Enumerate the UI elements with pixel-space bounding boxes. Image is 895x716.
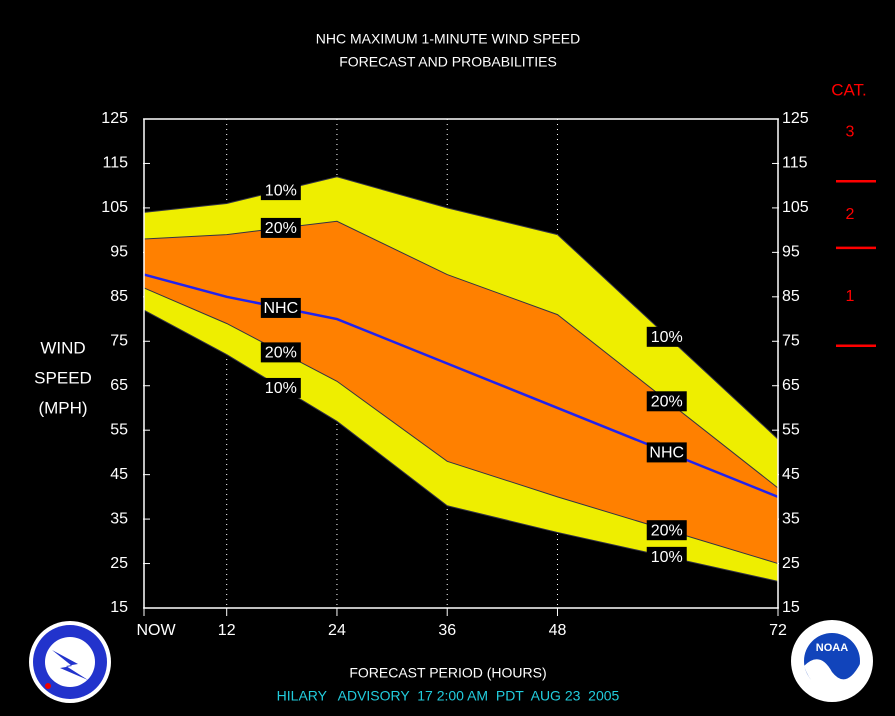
x-tick-label: 24 xyxy=(328,622,346,639)
y2-tick-label: 125 xyxy=(782,110,809,127)
series-line xyxy=(143,309,779,582)
y2-tick-label: 115 xyxy=(782,155,808,172)
series-label: 10% xyxy=(651,549,683,566)
series-label-box xyxy=(260,377,301,398)
series-label-box xyxy=(260,342,301,363)
series-label-box xyxy=(260,180,301,201)
y-tick-label: 15 xyxy=(110,599,128,616)
series-label-box xyxy=(646,326,687,347)
footer: HILARY ADVISORY 17 2:00 AM PDT AUG 23 20… xyxy=(277,688,620,704)
y-tick-label: 85 xyxy=(110,288,128,305)
y-tick-label: 45 xyxy=(110,466,128,483)
chart-title: FORECAST AND PROBABILITIES xyxy=(339,54,557,70)
x-tick-label: 12 xyxy=(218,622,236,639)
svg-text:NOAA: NOAA xyxy=(816,642,848,654)
y-axis-label: (MPH) xyxy=(38,398,87,417)
category-label: 1 xyxy=(846,288,855,305)
y-tick-label: 55 xyxy=(110,421,128,438)
y-tick-label: 65 xyxy=(110,377,128,394)
series-line xyxy=(143,176,779,440)
nws-logo xyxy=(29,621,111,703)
y-axis-label: WIND xyxy=(40,338,85,357)
y2-tick-label: 85 xyxy=(782,288,800,305)
y2-tick-label: 55 xyxy=(782,421,800,438)
y-tick-label: 35 xyxy=(110,510,128,527)
series-label-box xyxy=(260,297,301,318)
chart-title: NHC MAXIMUM 1-MINUTE WIND SPEED xyxy=(316,31,580,47)
series-label: 20% xyxy=(265,345,297,362)
noaa-logo: NOAA xyxy=(791,620,873,702)
plot-border xyxy=(143,118,779,609)
category-label: 2 xyxy=(846,206,855,223)
y2-tick-label: 25 xyxy=(782,555,800,572)
y2-tick-label: 65 xyxy=(782,377,800,394)
y2-tick-label: 105 xyxy=(782,199,809,216)
y-tick-label: 125 xyxy=(101,110,128,127)
y-axis-label: SPEED xyxy=(34,368,92,387)
series-line xyxy=(143,287,779,565)
category-title: CAT. xyxy=(831,80,867,99)
series-label-box xyxy=(646,520,687,541)
series-line xyxy=(143,273,779,499)
y2-tick-label: 15 xyxy=(782,599,800,616)
x-tick-label: 36 xyxy=(438,622,456,639)
y-tick-label: 75 xyxy=(110,332,128,349)
series-line xyxy=(143,220,779,489)
series-label: 10% xyxy=(265,380,297,397)
x-axis-label: FORECAST PERIOD (HOURS) xyxy=(349,665,546,681)
series-label-box xyxy=(646,391,687,412)
series-label: 20% xyxy=(265,220,297,237)
series-label: NHC xyxy=(263,300,298,317)
series-label: NHC xyxy=(649,445,684,462)
band-fill xyxy=(144,221,778,564)
x-tick-label: 48 xyxy=(549,622,567,639)
x-tick-label: NOW xyxy=(136,622,176,639)
category-label: 3 xyxy=(846,124,855,141)
series-label: 10% xyxy=(651,329,683,346)
y-tick-label: 25 xyxy=(110,555,128,572)
x-tick-label: 72 xyxy=(769,622,787,639)
series-label-box xyxy=(260,217,301,238)
series-label-box xyxy=(646,546,687,567)
y2-tick-label: 75 xyxy=(782,332,800,349)
y2-tick-label: 45 xyxy=(782,466,800,483)
y-tick-label: 115 xyxy=(102,155,128,172)
series-label: 10% xyxy=(265,182,297,199)
series-label-box xyxy=(646,442,687,463)
series-label: 20% xyxy=(651,394,683,411)
y2-tick-label: 95 xyxy=(782,244,800,261)
y-tick-label: 105 xyxy=(101,199,128,216)
y-tick-label: 95 xyxy=(110,244,128,261)
y2-tick-label: 35 xyxy=(782,510,800,527)
series-label: 20% xyxy=(651,522,683,539)
